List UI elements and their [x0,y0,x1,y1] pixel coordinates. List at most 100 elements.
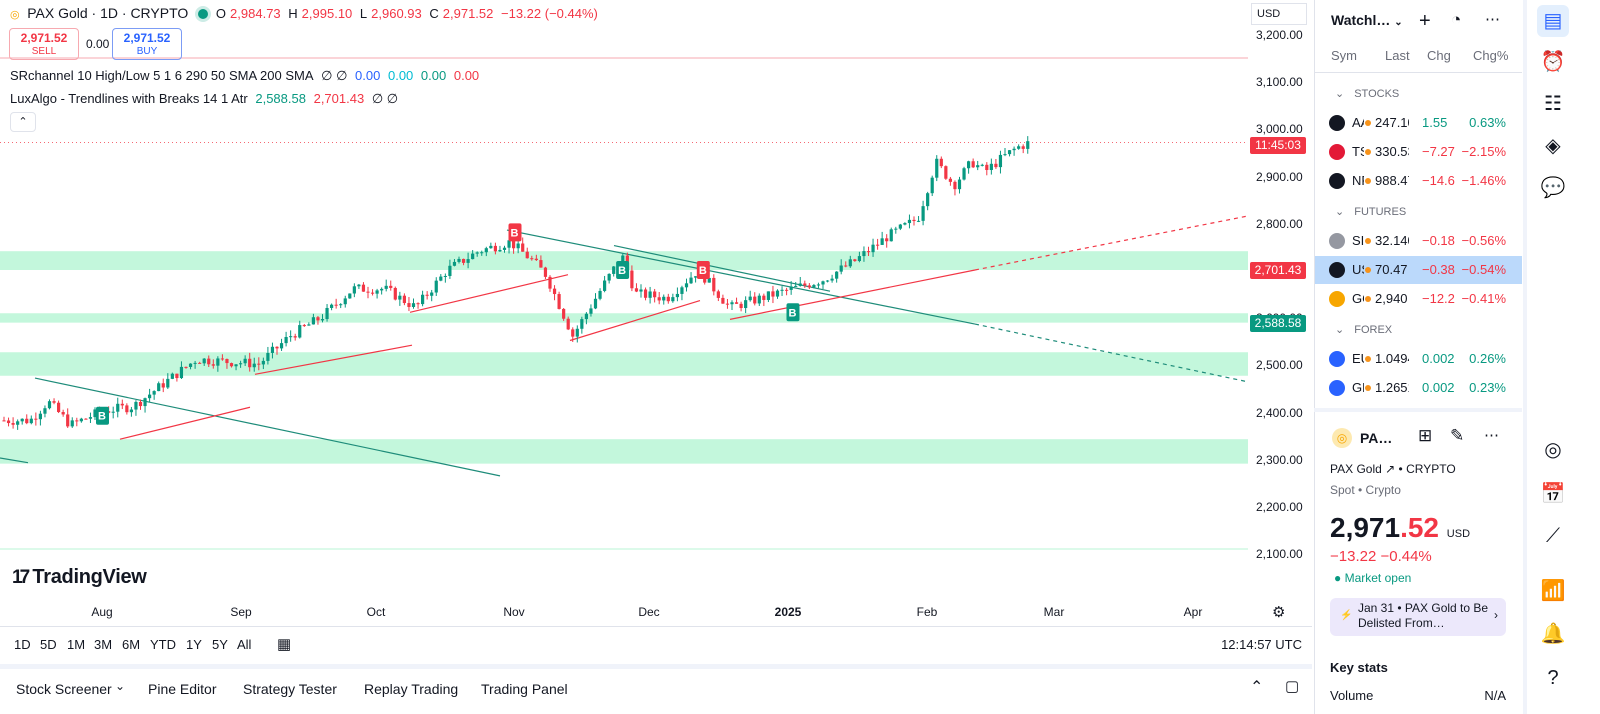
more-icon[interactable]: ⋯ [1484,427,1499,444]
tab-trading-panel[interactable]: Trading Panel [481,681,568,697]
details-title[interactable]: PA… [1360,430,1393,446]
candle-body [835,271,839,279]
pie-chart-icon[interactable]: ◔ [1451,10,1462,29]
bell-icon[interactable]: 🔔 [1540,623,1566,645]
utc-clock[interactable]: 12:14:57 UTC [1221,637,1302,652]
currency-selector[interactable]: USD [1251,3,1307,25]
watchlist-row[interactable]: AAPL 247.10 1.55 0.63% [1315,109,1522,137]
timeframe-1d[interactable]: 1D [14,637,31,652]
timeframe-1m[interactable]: 1M [67,637,86,652]
candle-body [839,265,843,272]
watchlist-row[interactable]: EURUSD 1.0494 0.002 0.26% [1315,345,1522,373]
watchlist-row[interactable]: GBPUSD 1.2651 0.002 0.23% [1315,374,1522,402]
pine-trend-icon[interactable]: ⟋ [1546,525,1560,547]
key-stats-heading[interactable]: Key stats [1330,660,1388,675]
tab-pine-editor[interactable]: Pine Editor [148,681,217,697]
watchlist-row[interactable]: GC 2,940 −12.2 −0.41% [1315,285,1522,313]
chevron-down-icon[interactable]: ⌄ [115,679,126,693]
indicator-srchannel[interactable]: SRchannel 10 High/Low 5 1 6 290 50 SMA 2… [10,68,480,83]
watchlist-row[interactable]: NFLX 988.47 −14.6 −1.46% [1315,167,1522,195]
tab-strategy-tester[interactable]: Strategy Tester [243,681,337,697]
price-tick-label: 3,200.00 [1256,28,1303,42]
broadcast-icon[interactable]: 📶 [1540,580,1566,602]
watchlist-row[interactable]: SIL 32.140 −0.18 −0.56% [1315,227,1522,255]
alarm-clock-icon[interactable]: ⏰ [1540,51,1566,73]
candle-body [639,289,643,292]
candle-body [493,245,497,252]
chart-area[interactable]: B B B B B ◎ PAX Gold · 1D · CRYPTO O 2,984.73… [0,0,1312,714]
candle-body [607,273,611,281]
maximize-icon[interactable]: ▢ [1285,678,1300,695]
candle-body [207,358,211,365]
row-change-pct: −0.41% [1461,291,1506,306]
column-sym[interactable]: Sym [1331,48,1357,63]
news-card[interactable]: ⚡ Jan 31 • PAX Gold to Be Delisted From…… [1330,598,1506,636]
gear-icon[interactable]: ⚙ [1272,604,1286,621]
tab-stock-screener[interactable]: Stock Screener [16,681,112,697]
candle-body [375,290,379,294]
target-icon[interactable]: ◎ [1544,439,1562,461]
section-forex[interactable]: FOREX [1335,323,1392,336]
add-symbol-icon[interactable]: + [1419,10,1431,32]
indicator-luxalgo[interactable]: LuxAlgo - Trendlines with Breaks 14 1 At… [10,91,399,106]
edit-icon[interactable]: ✎ [1450,426,1465,445]
candle-body [967,161,971,169]
calendar-range-icon[interactable]: ▦ [277,636,292,653]
market-open-dot [198,9,209,19]
candle-body [516,243,520,249]
column-chg[interactable]: Chg [1427,48,1451,63]
timeframe-3m[interactable]: 3M [94,637,113,652]
candle-body [844,265,848,267]
candle-body [803,283,807,286]
chevron-up-icon[interactable]: ⌃ [10,112,36,132]
row-last: 1.0494 [1375,351,1409,366]
market-status: ● Market open [1334,571,1412,585]
grid-icon[interactable]: ⊞ [1418,426,1433,445]
timeframe-ytd[interactable]: YTD [150,637,176,652]
row-change: −0.38 [1422,262,1455,277]
candle-body [566,318,570,330]
candle-body [2,420,6,422]
candle-body [694,276,698,278]
timeframe-1y[interactable]: 1Y [186,637,202,652]
column-last[interactable]: Last [1385,48,1410,63]
price-chart[interactable]: B B B B B [0,0,1312,626]
buy-button[interactable]: 2,971.52 BUY [112,28,182,60]
timeframe-5y[interactable]: 5Y [212,637,228,652]
candle-body [157,383,161,392]
timeframe-6m[interactable]: 6M [122,637,141,652]
candle-body [175,373,179,379]
help-icon[interactable]: ? [1547,667,1559,689]
candle-body [630,270,634,289]
column-chg-pct[interactable]: Chg% [1473,48,1509,63]
watchlist-row[interactable]: USOIL 70.47 −0.38 −0.54% [1315,256,1522,284]
uptrend-line [254,344,413,375]
timeframe-5d[interactable]: 5D [40,637,57,652]
candle-body [753,296,757,304]
chat-icon[interactable]: 💬 [1540,177,1566,199]
chevron-up-icon[interactable]: ⌃ [1250,679,1264,696]
candle-body [143,398,147,407]
section-stocks[interactable]: STOCKS [1335,87,1399,100]
timeframe-all[interactable]: All [237,637,252,652]
external-link-icon[interactable]: ↗ [1385,462,1396,476]
section-futures[interactable]: FUTURES [1335,205,1406,218]
candle-body [425,294,429,296]
price-tick-label: 2,100.00 [1256,547,1303,562]
sell-button[interactable]: 2,971.52 SELL [9,28,79,60]
candle-body [562,308,566,319]
watchlist-row[interactable]: TSLA 330.53 −7.27 −2.15% [1315,138,1522,166]
symbol-title[interactable]: PAX Gold · 1D · CRYPTO [27,5,189,21]
time-tick-label: Dec [638,605,660,619]
calendar-icon[interactable]: 📅 [1540,483,1566,505]
candle-body [534,258,538,261]
row-change: −0.18 [1422,233,1455,248]
layers-icon[interactable]: ◈ [1545,135,1561,157]
candle-body [179,366,184,379]
watchlist-title[interactable]: Watchl… ⌄ [1331,12,1403,28]
tab-replay-trading[interactable]: Replay Trading [364,681,459,697]
candle-body [671,297,675,302]
object-tree-icon[interactable]: ☷ [1544,93,1562,115]
watchlist-icon[interactable]: ▤ [1537,5,1569,37]
more-icon[interactable]: ⋯ [1485,11,1500,28]
